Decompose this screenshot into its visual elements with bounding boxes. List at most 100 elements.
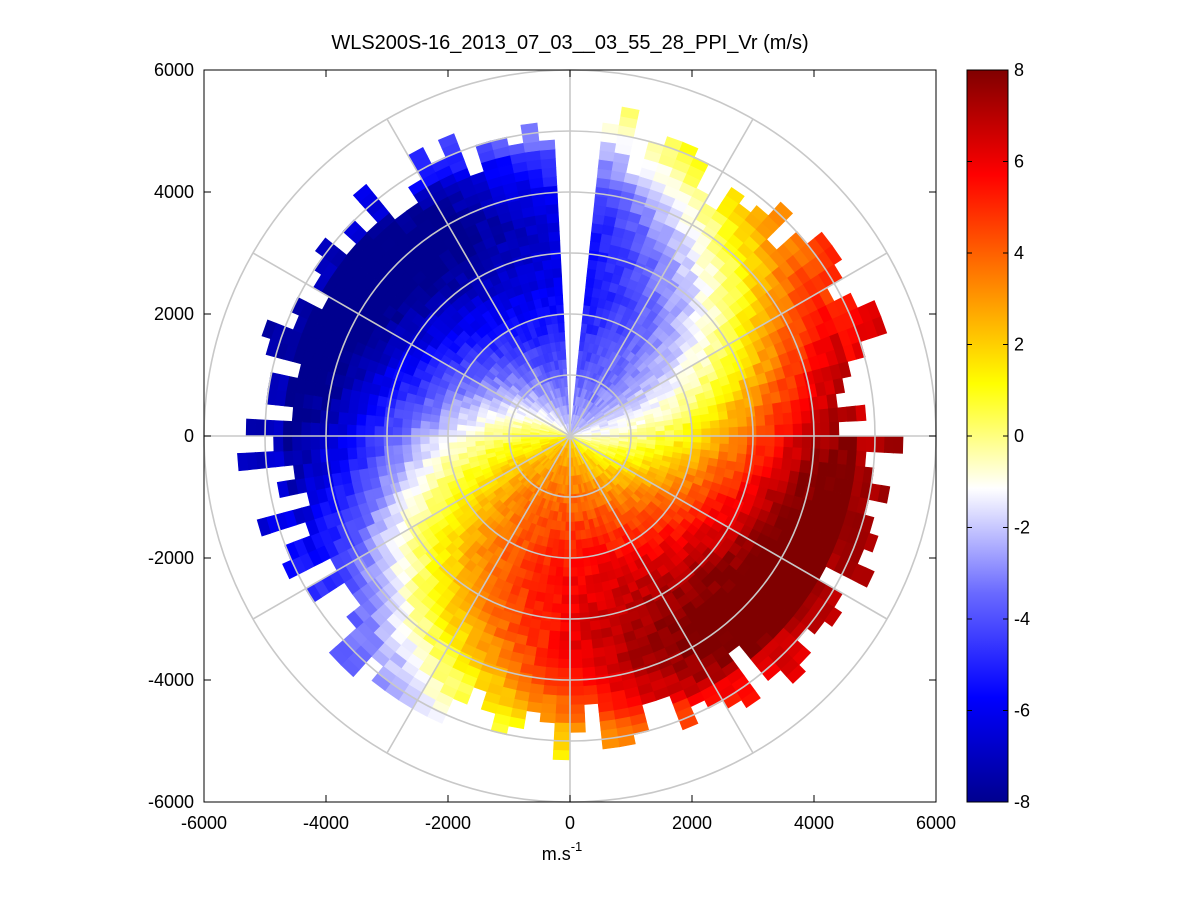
velocity-cell: [569, 649, 583, 660]
velocity-cell: [579, 621, 591, 632]
velocity-cell: [764, 445, 776, 458]
velocity-cell: [726, 409, 738, 420]
velocity-cell: [548, 230, 561, 242]
velocity-cell: [549, 240, 561, 251]
velocity-cell: [592, 647, 606, 659]
velocity-cell: [847, 435, 858, 452]
colorbar-tick-label: 8: [1014, 60, 1024, 80]
velocity-cell: [586, 592, 597, 604]
velocity-cell: [456, 441, 467, 449]
colorbar-tick-label: 4: [1014, 243, 1024, 263]
velocity-cell: [544, 277, 555, 289]
velocity-cell: [855, 404, 867, 422]
azimuth-spoke: [386, 435, 571, 754]
velocity-cell: [364, 424, 375, 437]
velocity-cell: [328, 410, 340, 425]
y-tick-label: 6000: [154, 60, 194, 80]
colorbar-tick-label: -2: [1014, 518, 1030, 538]
azimuth-spoke: [569, 252, 888, 437]
velocity-cell: [273, 450, 285, 468]
velocity-cell: [300, 421, 311, 437]
velocity-cell: [700, 442, 712, 452]
chart-title: WLS200S-16_2013_07_03__03_55_28_PPI_Vr (…: [331, 32, 808, 54]
velocity-cell: [456, 435, 467, 443]
velocity-cell: [737, 417, 748, 428]
velocity-cell: [838, 435, 849, 451]
velocity-cell: [820, 422, 831, 437]
velocity-cell: [773, 446, 785, 459]
velocity-cell: [554, 294, 564, 306]
velocity-cell: [781, 458, 793, 472]
x-tick-label: -2000: [425, 813, 471, 833]
velocity-cell: [569, 640, 582, 651]
velocity-cell: [355, 446, 367, 459]
velocity-cell: [569, 631, 582, 642]
velocity-cell: [710, 427, 721, 437]
velocity-cell: [569, 603, 580, 614]
velocity-cell: [346, 446, 358, 460]
x-tick-label: -4000: [303, 813, 349, 833]
velocity-cell: [540, 157, 557, 169]
velocity-cell: [401, 443, 413, 454]
velocity-cell: [577, 575, 587, 587]
velocity-cell: [246, 452, 258, 471]
x-axis-label-base: m.s: [542, 844, 571, 864]
velocity-cell: [691, 421, 702, 430]
velocity-cell: [411, 451, 423, 462]
velocity-cell: [874, 435, 886, 453]
colorbar-tick-label: 0: [1014, 426, 1024, 446]
velocity-cell: [557, 658, 571, 669]
velocity-cell: [569, 622, 581, 633]
velocity-cell: [820, 435, 831, 450]
velocity-cell: [291, 435, 302, 451]
velocity-cell: [701, 428, 712, 437]
azimuth-spoke: [569, 118, 754, 437]
velocity-cell: [569, 686, 584, 697]
velocity-cell: [575, 539, 583, 550]
velocity-cell: [673, 429, 684, 437]
velocity-cell: [534, 213, 548, 225]
velocity-cell: [801, 435, 812, 449]
velocity-cell: [872, 316, 888, 337]
velocity-cell: [582, 675, 597, 687]
velocity-cell: [347, 400, 359, 414]
velocity-cell: [310, 408, 322, 424]
velocity-cell: [337, 447, 349, 461]
velocity-cell: [419, 427, 430, 437]
velocity-cell: [577, 584, 587, 596]
velocity-cell: [562, 558, 571, 569]
velocity-cell: [245, 418, 257, 437]
velocity-cell: [581, 666, 596, 678]
velocity-cell: [364, 414, 376, 427]
velocity-cell: [319, 448, 331, 463]
velocity-cell: [718, 419, 730, 429]
x-tick-label: 0: [565, 813, 575, 833]
velocity-cell: [319, 409, 331, 424]
velocity-field: [237, 106, 904, 761]
velocity-cell: [587, 601, 599, 613]
velocity-cell: [708, 412, 720, 422]
velocity-cell: [727, 418, 739, 429]
velocity-cell: [692, 428, 703, 437]
velocity-cell: [578, 603, 589, 614]
velocity-cell: [718, 443, 730, 453]
velocity-cell: [781, 400, 793, 414]
velocity-cell: [364, 445, 376, 458]
velocity-cell: [553, 285, 563, 297]
velocity-cell: [846, 450, 858, 467]
velocity-cell: [557, 667, 571, 678]
velocity-cell: [585, 583, 596, 595]
velocity-cell: [401, 426, 412, 437]
velocity-cell: [465, 435, 476, 442]
velocity-cell: [474, 440, 485, 447]
velocity-cell: [291, 421, 302, 437]
velocity-cell: [364, 435, 375, 448]
velocity-cell: [800, 447, 812, 462]
velocity-cell: [544, 666, 559, 678]
velocity-cell: [764, 414, 776, 427]
velocity-cell: [735, 407, 747, 419]
velocity-cell: [410, 427, 421, 437]
velocity-cell: [838, 361, 852, 379]
velocity-cell: [273, 435, 284, 452]
